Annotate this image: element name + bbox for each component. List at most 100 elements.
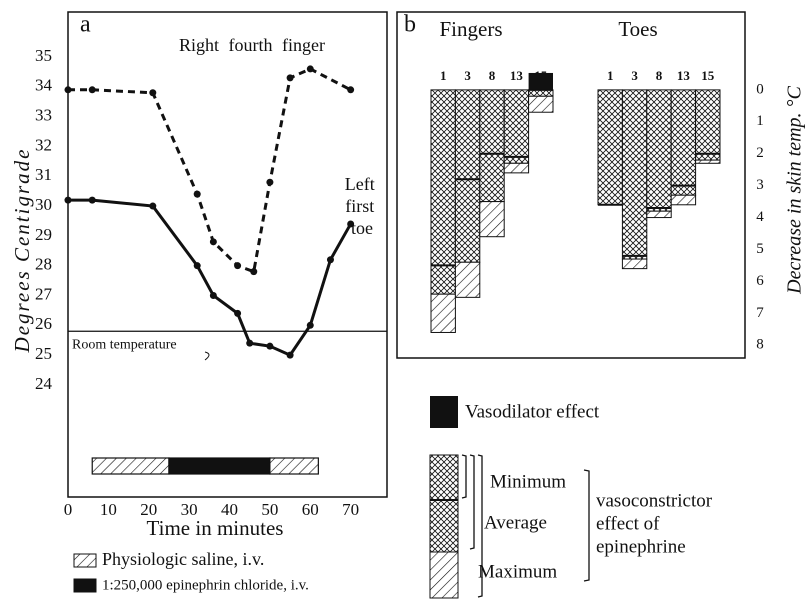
bar-average <box>479 89 505 203</box>
treatment-period <box>269 457 319 475</box>
bar-maximum <box>430 293 456 333</box>
data-point <box>193 262 201 270</box>
data-point <box>266 178 274 186</box>
category-label: 1 <box>440 68 447 83</box>
category-label: 13 <box>510 68 524 83</box>
data-point <box>209 291 217 299</box>
x-axis-title: Time in minutes <box>147 516 284 540</box>
x-tick-label: 0 <box>64 500 73 519</box>
bar-average <box>670 89 697 196</box>
series-line <box>68 67 352 274</box>
category-label: 8 <box>656 68 663 83</box>
x-tick-label: 70 <box>342 500 359 519</box>
bar-vasodilator <box>528 72 553 90</box>
bar-average <box>454 89 481 263</box>
data-point <box>88 196 96 204</box>
y-tick-label: 8 <box>756 337 764 353</box>
category-label: 13 <box>677 68 691 83</box>
data-point <box>64 196 72 204</box>
y-tick-label: 34 <box>35 76 53 95</box>
legend-label: Average <box>484 512 547 533</box>
bar-maximum <box>646 210 672 219</box>
y-tick-label: 3 <box>756 177 764 193</box>
bar-maximum <box>503 162 530 174</box>
y-tick-label: 32 <box>35 135 52 154</box>
data-point <box>347 220 355 228</box>
data-point <box>88 86 96 94</box>
bar-maximum <box>695 159 721 164</box>
legend-swatch <box>430 396 458 428</box>
legend-brackets <box>461 454 590 598</box>
data-point <box>266 342 274 350</box>
x-tick-label: 20 <box>140 500 157 519</box>
data-point <box>209 238 217 246</box>
annotation-arrow <box>204 351 210 361</box>
y-axis-title: Decrease in skin temp. °C <box>784 85 806 294</box>
data-point <box>149 202 157 210</box>
data-point <box>306 321 314 329</box>
legend-label: Physiologic saline, i.v. <box>102 549 264 569</box>
annotation: Room temperature <box>72 337 177 352</box>
x-tick-label: 50 <box>261 500 278 519</box>
data-point <box>234 262 242 270</box>
y-tick-label: 24 <box>35 374 53 393</box>
y-tick-label: 0 <box>756 81 764 97</box>
series-label: Right fourth finger <box>179 35 325 55</box>
bar-maximum <box>670 194 697 206</box>
legend-label: Vasodilator effect <box>465 401 600 422</box>
legend-swatch <box>73 578 97 593</box>
panel-b-frame <box>396 11 746 359</box>
y-tick-label: 5 <box>756 241 764 257</box>
y-axis-title: Degrees Centigrade <box>10 148 34 354</box>
legend-label: Maximum <box>478 561 557 582</box>
y-tick-label: 2 <box>756 145 764 161</box>
legend-swatch <box>429 551 459 599</box>
y-tick-label: 6 <box>756 273 764 289</box>
y-tick-label: 30 <box>35 195 52 214</box>
x-tick-label: 10 <box>100 500 117 519</box>
data-point <box>64 86 72 94</box>
panel-label: b <box>404 12 416 38</box>
bar-maximum <box>479 201 505 238</box>
data-point <box>306 65 314 73</box>
bar-average <box>621 89 648 260</box>
y-tick-label: 4 <box>756 209 764 225</box>
data-point <box>193 190 201 198</box>
data-point <box>286 74 294 82</box>
x-tick-label: 60 <box>302 500 319 519</box>
data-point <box>286 351 294 359</box>
bar-maximum <box>454 261 481 298</box>
data-point <box>246 339 254 347</box>
series-line <box>68 198 352 357</box>
bar-average <box>430 89 456 295</box>
panel-a-frame <box>67 11 388 498</box>
bar-maximum <box>621 258 648 270</box>
legend-swatch <box>73 553 97 568</box>
bar-maximum <box>528 95 554 113</box>
y-tick-label: 31 <box>35 165 52 184</box>
y-tick-label: 1 <box>756 113 764 129</box>
series-label: Left first toe <box>345 174 379 238</box>
x-tick-label: 30 <box>181 500 198 519</box>
data-point <box>347 86 355 94</box>
bar-average <box>695 89 721 161</box>
category-label: 8 <box>489 68 496 83</box>
legend-note: effect of <box>596 513 660 534</box>
data-point <box>234 309 242 317</box>
treatment-period <box>168 457 271 475</box>
y-tick-label: 33 <box>35 106 52 125</box>
category-label: 15 <box>701 68 715 83</box>
legend-note: vasoconstrictor <box>596 490 713 511</box>
y-tick-label: 35 <box>35 46 52 65</box>
y-tick-label: 7 <box>756 305 764 321</box>
y-tick-label: 25 <box>35 344 52 363</box>
panel-label: a <box>80 12 91 38</box>
category-label: 3 <box>631 68 638 83</box>
x-tick-label: 40 <box>221 500 238 519</box>
legend-label: 1:250,000 epinephrin chloride, i.v. <box>102 577 309 593</box>
group-label: Toes <box>618 17 657 41</box>
y-tick-label: 26 <box>35 314 52 333</box>
data-point <box>149 89 157 97</box>
y-tick-label: 28 <box>35 255 52 274</box>
